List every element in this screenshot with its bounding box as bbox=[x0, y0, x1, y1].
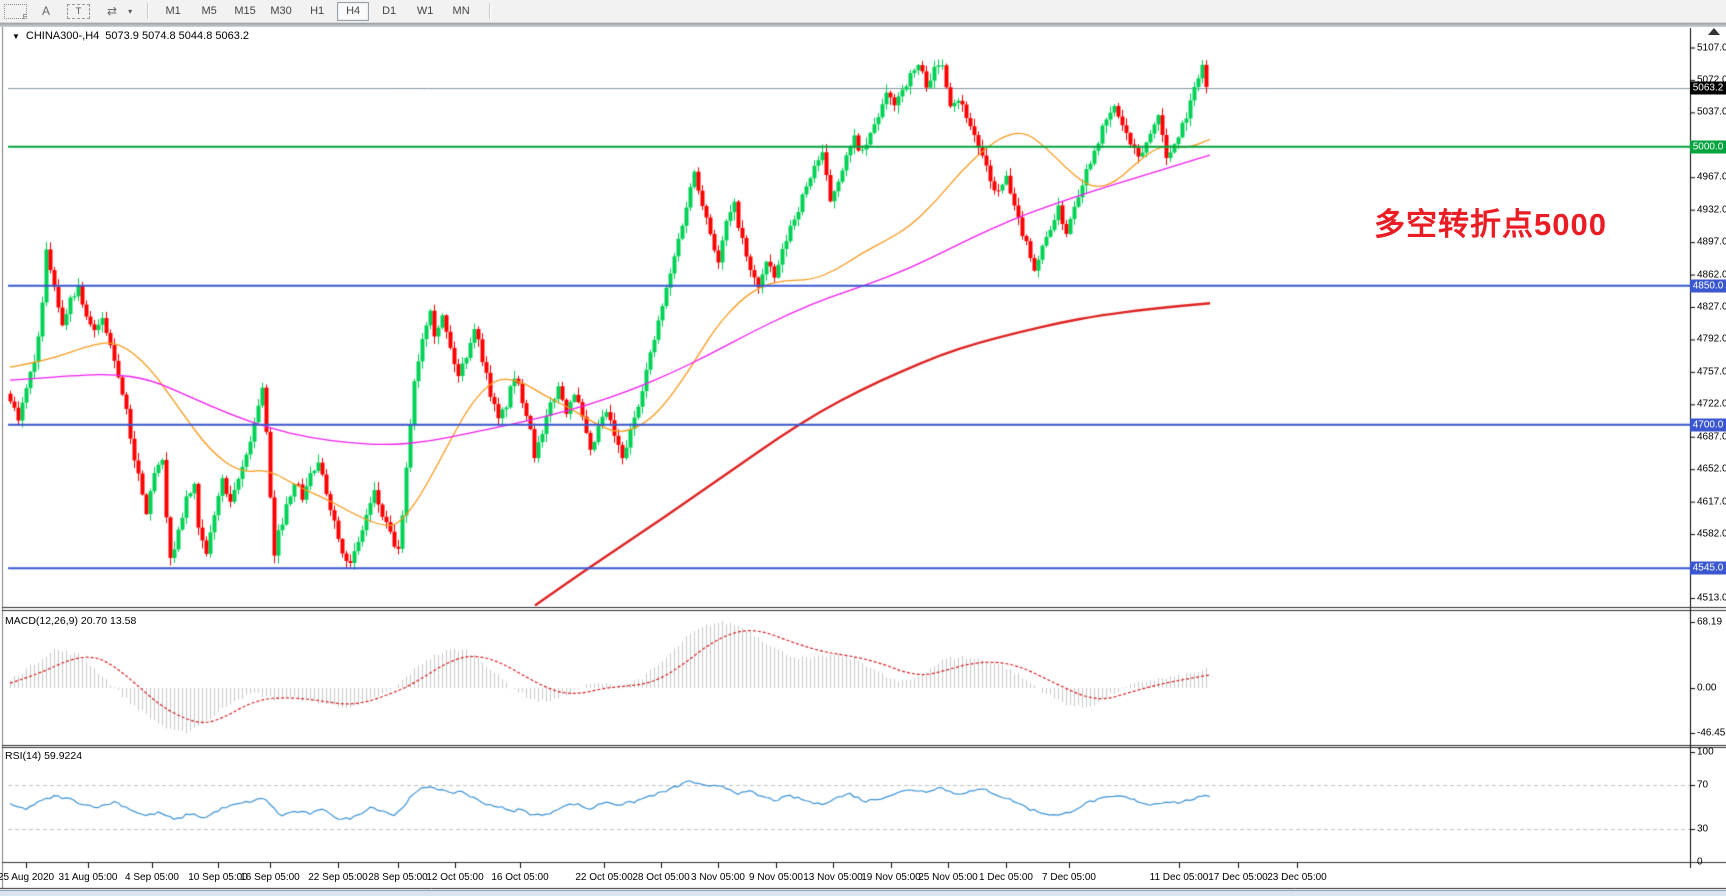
price-tick-label: 5072.0 bbox=[1697, 74, 1726, 86]
date-tick-label: 10 Sep 05:00 bbox=[188, 872, 248, 883]
date-tick-label: 3 Nov 05:00 bbox=[691, 872, 745, 883]
macd-tick-label: -46.45 bbox=[1697, 727, 1726, 739]
toolbar-separator bbox=[147, 3, 150, 19]
toolbar-separator-2 bbox=[489, 3, 492, 19]
price-tick-label: 4582.0 bbox=[1697, 528, 1726, 540]
caret-down-icon[interactable]: ▾ bbox=[128, 6, 133, 16]
price-badge: 4545.0 bbox=[1690, 561, 1726, 575]
macd-label: MACD(12,26,9) 20.70 13.58 bbox=[5, 615, 137, 627]
price-badge: 4700.0 bbox=[1690, 418, 1726, 432]
date-tick-label: 31 Aug 05:00 bbox=[58, 872, 118, 883]
price-tick-label: 4967.0 bbox=[1697, 171, 1726, 183]
date-tick-label: 28 Sep 05:00 bbox=[368, 872, 428, 883]
price-badge: 4850.0 bbox=[1690, 279, 1726, 293]
timeframe-button-m1[interactable]: M1 bbox=[165, 5, 181, 17]
price-tick-label: 4687.0 bbox=[1697, 431, 1726, 443]
price-tick-label: 4757.0 bbox=[1697, 366, 1726, 378]
symbol-period-label: CHINA300-,H4 bbox=[25, 30, 100, 42]
cycle-arrows-icon[interactable]: ⇄ bbox=[107, 4, 118, 18]
price-tick-label: 4652.0 bbox=[1697, 463, 1726, 475]
timeframe-button-d1[interactable]: D1 bbox=[382, 5, 397, 17]
timeframe-button-m30[interactable]: M30 bbox=[270, 5, 292, 17]
next-window-edge[interactable] bbox=[0, 890, 1726, 896]
date-tick-label: 22 Sep 05:00 bbox=[308, 872, 368, 883]
timeframe-button-mn[interactable]: MN bbox=[452, 5, 470, 17]
date-tick-label: 11 Dec 05:00 bbox=[1149, 872, 1209, 883]
date-tick-label: 22 Oct 05:00 bbox=[575, 872, 633, 883]
date-tick-label: 25 Aug 2020 bbox=[0, 872, 55, 883]
rsi-tick-label: 0 bbox=[1697, 856, 1703, 868]
rsi-tick-label: 30 bbox=[1697, 823, 1709, 835]
price-badge: 5063.2 bbox=[1690, 81, 1726, 95]
symbol-dropdown-icon[interactable]: ▼ bbox=[12, 31, 20, 41]
price-tick-label: 4897.0 bbox=[1697, 236, 1726, 248]
rsi-label: RSI(14) 59.9224 bbox=[5, 750, 83, 762]
date-tick-label: 16 Sep 05:00 bbox=[240, 872, 300, 883]
annotation-text: 多空转折点5000 bbox=[1374, 207, 1607, 242]
price-tick-label: 4932.0 bbox=[1697, 204, 1726, 216]
rsi-tick-label: 70 bbox=[1697, 779, 1709, 791]
timeframe-button-w1[interactable]: W1 bbox=[416, 5, 434, 17]
price-tick-label: 4792.0 bbox=[1697, 333, 1726, 345]
date-tick-label: 9 Nov 05:00 bbox=[749, 872, 803, 883]
rsi-tick-label: 100 bbox=[1697, 746, 1714, 758]
chart-window-top-edge bbox=[0, 23, 1726, 27]
price-tick-label: 4617.0 bbox=[1697, 496, 1726, 508]
price-tick-label: 5107.0 bbox=[1697, 42, 1726, 53]
date-tick-label: 19 Nov 05:00 bbox=[861, 872, 921, 883]
date-tick-label: 13 Nov 05:00 bbox=[803, 872, 863, 883]
timeframe-button-m5[interactable]: M5 bbox=[201, 5, 217, 17]
macd-tick-label: 68.19 bbox=[1697, 616, 1723, 628]
date-tick-label: 1 Dec 05:00 bbox=[979, 872, 1033, 883]
chart-title: ▼ CHINA300-,H4 5073.9 5074.8 5044.8 5063… bbox=[12, 30, 249, 42]
timeframe-button-m15[interactable]: M15 bbox=[234, 5, 256, 17]
date-tick-label: 25 Nov 05:00 bbox=[918, 872, 978, 883]
chart-shift-marker[interactable] bbox=[1708, 28, 1720, 35]
price-tick-label: 5037.0 bbox=[1697, 106, 1726, 118]
price-tick-label: 4722.0 bbox=[1697, 398, 1726, 410]
label-a-icon[interactable]: A bbox=[42, 4, 51, 18]
timeframe-button-h1[interactable]: H1 bbox=[310, 5, 325, 17]
toolbar: F A T ⇄ ▾ M1 M5 M15 M30 H1 H4 D1 W1 MN bbox=[0, 0, 1726, 23]
date-tick-label: 17 Dec 05:00 bbox=[1208, 872, 1268, 883]
price-badge: 5000.0 bbox=[1690, 140, 1726, 154]
ohlc-readout: 5073.9 5074.8 5044.8 5063.2 bbox=[105, 30, 250, 42]
date-tick-label: 4 Sep 05:00 bbox=[125, 872, 179, 883]
timeframe-bar: M1 M5 M15 M30 H1 H4 D1 W1 MN bbox=[155, 1, 479, 21]
date-tick-label: 23 Dec 05:00 bbox=[1267, 872, 1327, 883]
text-box-icon[interactable]: T bbox=[67, 3, 91, 19]
timeframe-button-h4[interactable]: H4 bbox=[337, 1, 370, 21]
price-tick-label: 4827.0 bbox=[1697, 301, 1726, 313]
date-tick-label: 28 Oct 05:00 bbox=[632, 872, 690, 883]
date-tick-label: 12 Oct 05:00 bbox=[426, 872, 484, 883]
date-tick-label: 7 Dec 05:00 bbox=[1042, 872, 1096, 883]
grid-f-icon[interactable]: F bbox=[4, 3, 27, 21]
macd-tick-label: 0.00 bbox=[1697, 682, 1717, 694]
date-tick-label: 16 Oct 05:00 bbox=[491, 872, 549, 883]
price-tick-label: 4862.0 bbox=[1697, 269, 1726, 281]
price-tick-label: 4513.0 bbox=[1697, 592, 1726, 604]
